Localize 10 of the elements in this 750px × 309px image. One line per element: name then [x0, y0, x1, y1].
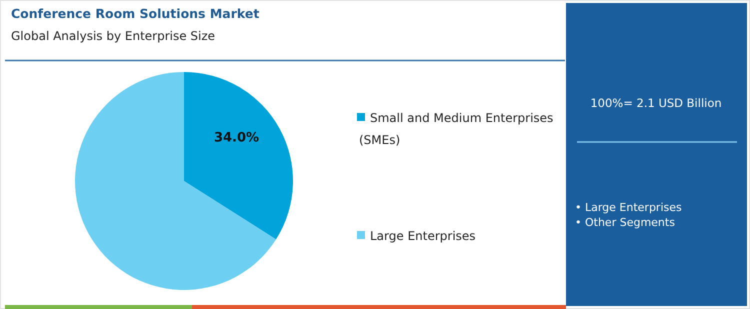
pie-slice [75, 72, 276, 290]
legend-label: Large Enterprises [370, 229, 476, 243]
pie-slice [184, 72, 293, 240]
text: • Other Segments [575, 216, 676, 229]
legend-label: Small and Medium Enterprises (SMEs) [359, 111, 554, 147]
chart-subtitle: Global Analysis by Enterprise Size [11, 29, 216, 43]
data-label: 34.0% [214, 130, 260, 146]
text: 100%= 2.1 USD Billion [590, 96, 722, 110]
text: • Large Enterprises [575, 201, 682, 214]
chart-title: Conference Room Solutions Market [11, 6, 260, 21]
